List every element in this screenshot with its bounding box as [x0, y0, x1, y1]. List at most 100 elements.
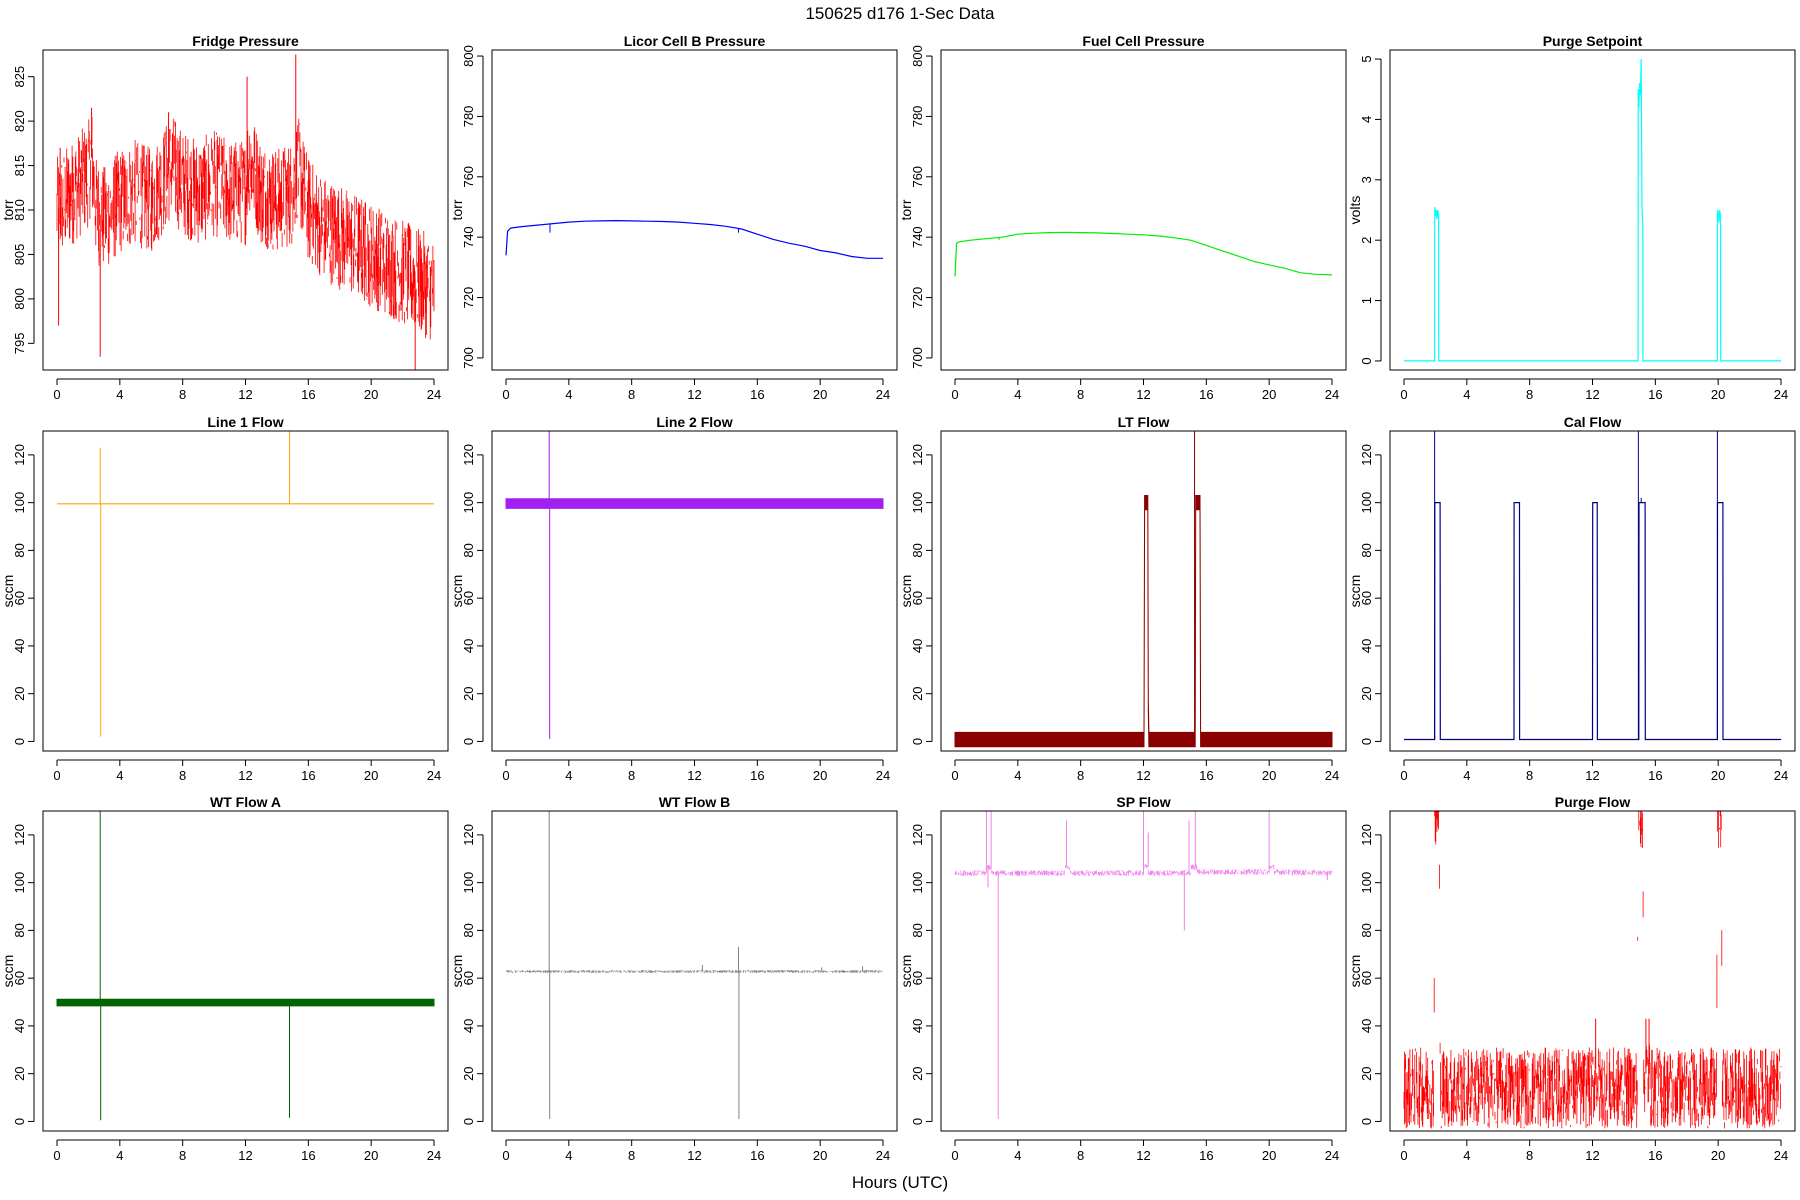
y-tick-label: 120 [1359, 444, 1374, 466]
y-tick-label: 0 [461, 1118, 476, 1125]
y-tick-label: 60 [12, 591, 27, 605]
y-tick-label: 80 [910, 543, 925, 557]
x-tick-label: 4 [1014, 768, 1021, 783]
y-tick-label: 40 [910, 639, 925, 653]
y-tick-label: 720 [461, 287, 476, 309]
y-tick-label: 80 [12, 923, 27, 937]
x-tick-label: 0 [951, 1148, 958, 1163]
y-tick-label: 80 [1359, 923, 1374, 937]
x-tick-label: 4 [565, 1148, 572, 1163]
x-tick-label: 24 [1774, 1148, 1788, 1163]
y-axis-label: sccm [898, 575, 914, 608]
x-tick-label: 24 [876, 768, 890, 783]
series-group [56, 54, 435, 370]
x-tick-label: 4 [116, 1148, 123, 1163]
series-line [1404, 502, 1781, 741]
x-tick-label: 4 [116, 387, 123, 402]
series-line [1403, 811, 1782, 1129]
x-tick-label: 8 [1526, 768, 1533, 783]
chart-panel: Fuel Cell Pressure torr 0 4 8 12 16 20 24 700 720 7… [898, 33, 1347, 402]
x-tick-label: 0 [1400, 387, 1407, 402]
x-tick-label: 24 [1325, 387, 1339, 402]
y-tick-label: 805 [12, 244, 27, 266]
x-tick-label: 24 [1774, 387, 1788, 402]
series-group [505, 431, 884, 740]
series-group [1404, 431, 1781, 741]
x-tick-label: 16 [301, 387, 315, 402]
y-tick-label: 740 [461, 226, 476, 248]
x-tick-label: 4 [116, 768, 123, 783]
plot-frame [940, 430, 1347, 752]
x-tick-label: 0 [53, 387, 60, 402]
series-line [505, 498, 884, 509]
y-tick-label: 5 [1359, 55, 1374, 62]
y-tick-label: 1 [1359, 297, 1374, 304]
plot-frame [42, 810, 449, 1132]
y-tick-label: 0 [910, 738, 925, 745]
x-tick-label: 12 [1585, 1148, 1599, 1163]
y-tick-label: 60 [1359, 971, 1374, 985]
y-tick-label: 4 [1359, 116, 1374, 123]
y-tick-label: 20 [461, 1066, 476, 1080]
x-tick-label: 16 [1648, 1148, 1662, 1163]
x-tick-label: 24 [876, 387, 890, 402]
x-tick-label: 24 [1325, 1148, 1339, 1163]
chart-title: Line 1 Flow [207, 414, 283, 430]
y-tick-label: 60 [910, 971, 925, 985]
plot-frame [1389, 430, 1796, 752]
x-tick-label: 0 [53, 1148, 60, 1163]
y-tick-label: 100 [12, 492, 27, 514]
series-group [954, 231, 1333, 277]
figure-xlabel: Hours (UTC) [852, 1173, 948, 1192]
y-tick-label: 0 [910, 1118, 925, 1125]
y-tick-label: 100 [910, 872, 925, 894]
x-tick-label: 0 [502, 387, 509, 402]
x-tick-label: 4 [1014, 1148, 1021, 1163]
y-axis-label: sccm [449, 955, 465, 988]
y-tick-label: 760 [461, 166, 476, 188]
y-tick-label: 0 [461, 738, 476, 745]
x-tick-label: 8 [179, 1148, 186, 1163]
y-tick-label: 120 [461, 824, 476, 846]
y-tick-label: 820 [12, 110, 27, 132]
x-tick-label: 16 [1199, 387, 1213, 402]
x-tick-label: 0 [502, 1148, 509, 1163]
x-tick-label: 24 [876, 1148, 890, 1163]
y-tick-label: 100 [461, 492, 476, 514]
x-tick-label: 12 [687, 768, 701, 783]
y-tick-label: 120 [12, 444, 27, 466]
y-tick-label: 120 [910, 444, 925, 466]
chart-panel: Fridge Pressure torr 0 4 8 12 16 20 24 795 800 805 8… [0, 33, 449, 402]
y-tick-label: 810 [12, 199, 27, 221]
x-tick-label: 12 [1136, 768, 1150, 783]
series-line [1404, 59, 1781, 362]
chart-panel: SP Flow sccm 0 4 8 12 16 20 24 0 20 40 60 80 100 120 [898, 794, 1347, 1163]
y-tick-label: 100 [461, 872, 476, 894]
y-tick-label: 20 [910, 686, 925, 700]
y-tick-label: 120 [1359, 824, 1374, 846]
series-group [57, 431, 434, 737]
x-tick-label: 16 [1648, 768, 1662, 783]
series-group [1404, 59, 1781, 362]
y-axis-label: sccm [1347, 955, 1363, 988]
x-tick-label: 0 [1400, 768, 1407, 783]
y-tick-label: 120 [461, 444, 476, 466]
x-tick-label: 4 [565, 387, 572, 402]
x-tick-label: 20 [1711, 768, 1725, 783]
series-group [505, 811, 884, 1120]
y-tick-label: 40 [12, 1019, 27, 1033]
x-tick-label: 8 [1077, 1148, 1084, 1163]
x-tick-label: 12 [1585, 387, 1599, 402]
y-tick-label: 40 [461, 639, 476, 653]
x-tick-label: 0 [53, 768, 60, 783]
x-tick-label: 16 [750, 387, 764, 402]
x-tick-label: 8 [628, 387, 635, 402]
chart-panel: Purge Flow sccm 0 4 8 12 16 20 24 0 20 40 60 80 100 120 [1347, 794, 1796, 1163]
series-line [56, 998, 435, 1007]
y-tick-label: 20 [1359, 1066, 1374, 1080]
x-tick-label: 0 [951, 768, 958, 783]
y-tick-label: 120 [910, 824, 925, 846]
y-tick-label: 3 [1359, 176, 1374, 183]
x-tick-label: 0 [502, 768, 509, 783]
